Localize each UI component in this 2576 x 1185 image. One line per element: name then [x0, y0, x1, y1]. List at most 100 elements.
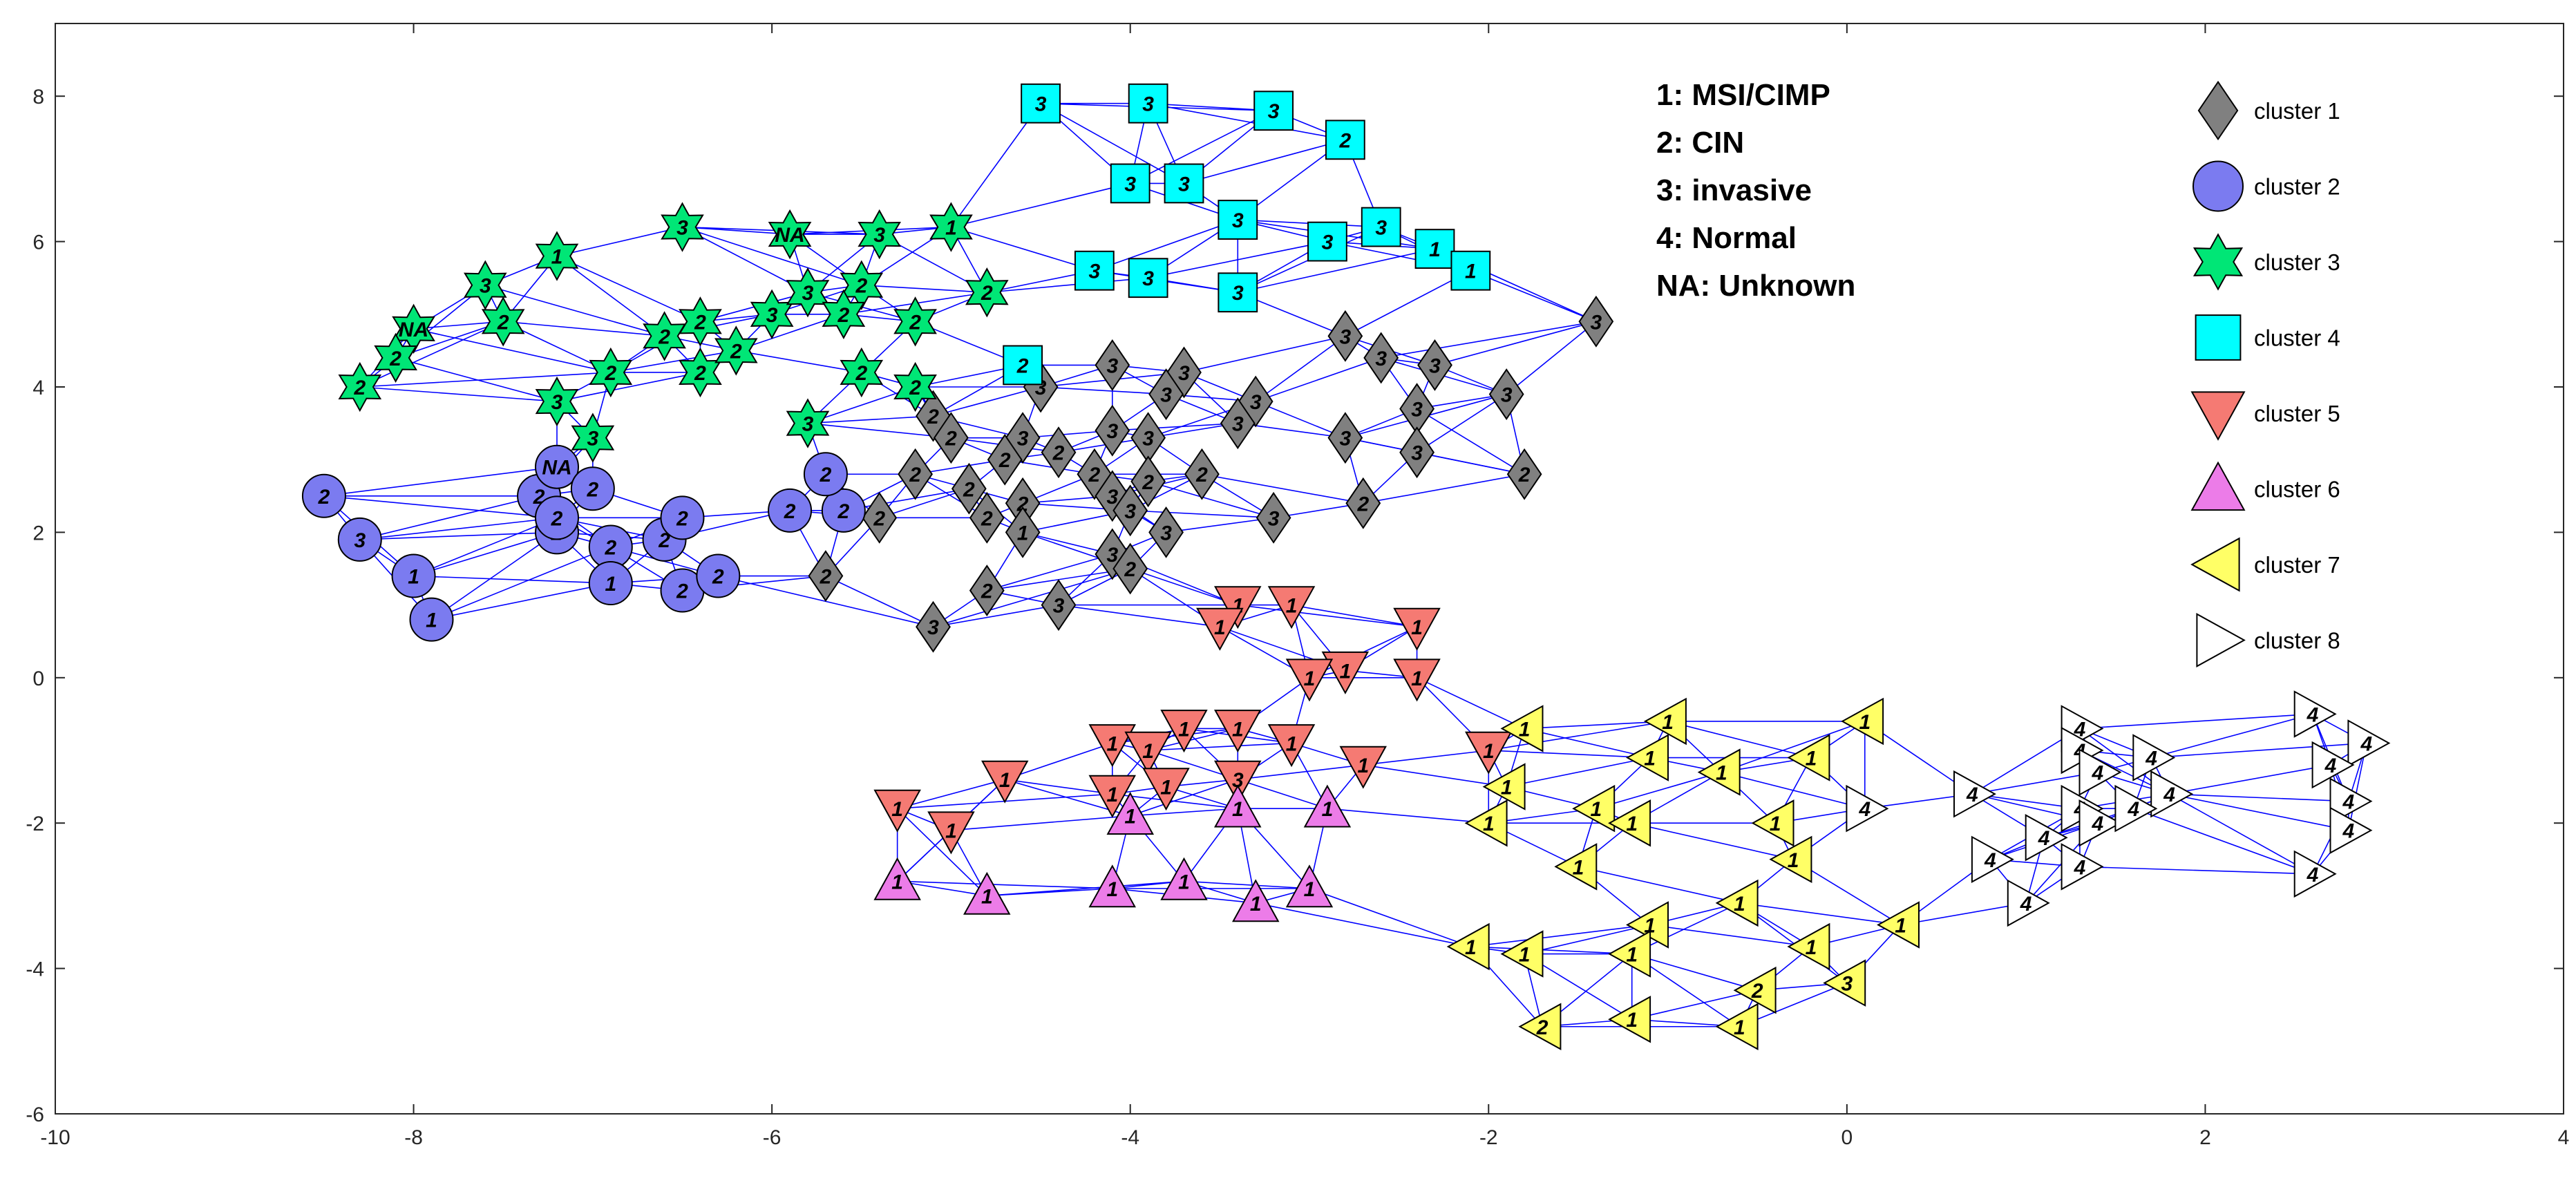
- point-label: 3: [1268, 100, 1280, 123]
- cluster-3-point: [338, 361, 382, 413]
- point-label: 4: [2074, 856, 2086, 879]
- cluster-8-point: [2061, 843, 2104, 891]
- network-edge: [1058, 604, 1220, 627]
- network-edge: [610, 350, 737, 373]
- network-edge: [413, 321, 504, 330]
- network-edge: [1004, 742, 1113, 780]
- legend-label: cluster 4: [2254, 325, 2340, 351]
- cluster-4-point: [1414, 229, 1455, 269]
- point-label: 1: [1519, 944, 1531, 967]
- network-edge: [359, 495, 540, 540]
- point-label: 3: [1268, 507, 1280, 530]
- network-edge: [1417, 677, 1525, 730]
- point-label: 2: [909, 311, 921, 334]
- cluster-5-point: [1088, 775, 1136, 818]
- network-edge: [1130, 808, 1238, 817]
- point-label: 3: [1124, 500, 1136, 523]
- cluster-3-point: [893, 361, 937, 413]
- point-label: 2: [1536, 1016, 1549, 1039]
- cluster-1-point: [1005, 506, 1041, 558]
- cluster-4-point: [1128, 83, 1168, 124]
- point-label: 1: [1411, 616, 1423, 639]
- point-label: 4: [2324, 755, 2337, 777]
- cluster-3-point: [840, 260, 884, 310]
- point-label: 1: [426, 609, 437, 632]
- cluster-1-point: [898, 448, 934, 500]
- point-label: 4: [2307, 703, 2319, 726]
- point-label: 3: [1375, 348, 1387, 370]
- series-cluster-6: 1 1 111 1 111: [873, 784, 1352, 922]
- network-edge: [413, 517, 558, 577]
- cluster-3-point: [786, 267, 830, 318]
- network-edge: [1238, 248, 1435, 294]
- network-edge: [897, 880, 987, 897]
- cluster-1-point: [969, 565, 1005, 616]
- network-edge: [1255, 357, 1381, 402]
- point-label: 3: [1411, 442, 1423, 465]
- cluster-7-point: [1877, 901, 1920, 949]
- point-label: 2: [694, 311, 706, 334]
- network-edge: [1238, 779, 1328, 809]
- network-edge: [933, 604, 1059, 627]
- network-edge: [1148, 480, 1274, 519]
- point-label: 1: [945, 217, 957, 240]
- point-label: 3: [480, 275, 491, 298]
- cluster-3-point: [858, 209, 901, 260]
- series-cluster-4: 3 3 3 2 3 3 3 3 3 1 1 3 3 3 2: [1003, 83, 1491, 386]
- network-edge: [1524, 924, 1650, 955]
- point-label: 3: [766, 304, 778, 327]
- network-edge: [682, 226, 808, 293]
- cluster-4-point: [1074, 250, 1115, 291]
- point-label: 2: [318, 486, 330, 509]
- cluster-1-point: [1345, 477, 1381, 529]
- cluster-1-point: [1112, 484, 1148, 537]
- legend-label: cluster 6: [2254, 477, 2340, 502]
- network-edge: [1130, 568, 1238, 606]
- network-edge: [359, 321, 504, 388]
- legend-label: cluster 5: [2254, 401, 2340, 426]
- network-edge: [1417, 408, 1525, 475]
- point-label: 1: [1483, 813, 1495, 835]
- cluster-1-point: [969, 491, 1005, 544]
- point-label: 2: [1518, 464, 1531, 486]
- point-label: 1: [1124, 806, 1136, 828]
- cluster-7-point: [1823, 959, 1866, 1007]
- point-label: 1: [1429, 238, 1441, 261]
- network-edge: [431, 582, 611, 620]
- series-cluster-2: 23112NA222222122222: [301, 444, 866, 642]
- network-edge: [933, 568, 1130, 627]
- point-label: 2: [998, 449, 1011, 472]
- point-label: 1: [1465, 260, 1477, 283]
- network-edge: [682, 226, 862, 286]
- cluster-7-point: [1500, 705, 1544, 752]
- cluster-8-point: [1846, 784, 1889, 833]
- network-edge: [933, 386, 1041, 417]
- cluster-1-point: [1095, 339, 1130, 391]
- network-edge: [1972, 771, 2098, 795]
- cluster-6-point: [1303, 784, 1352, 828]
- point-label: 3: [1340, 325, 1352, 348]
- cluster-8-point: [2293, 690, 2337, 738]
- point-label: 1: [1662, 711, 1674, 734]
- point-label: 2: [981, 580, 993, 603]
- network-edge: [1631, 822, 1794, 860]
- cluster-4-point: [1128, 258, 1168, 298]
- cluster-3-point: [929, 202, 973, 252]
- network-edge: [1184, 880, 1310, 889]
- cluster-4-point: [1110, 163, 1150, 204]
- point-label: 1: [1357, 755, 1369, 777]
- plot-area: [55, 23, 2564, 1114]
- cluster-2-point: [409, 597, 454, 642]
- point-label: 3: [927, 616, 939, 639]
- cluster-2-point: [660, 495, 705, 540]
- network-edge: [556, 255, 665, 337]
- cluster-1-point: [1399, 426, 1435, 479]
- point-label: 1: [1806, 748, 1817, 770]
- network-edge: [1345, 437, 1525, 475]
- network-edge: [807, 422, 951, 439]
- point-label: 1: [1859, 711, 1871, 734]
